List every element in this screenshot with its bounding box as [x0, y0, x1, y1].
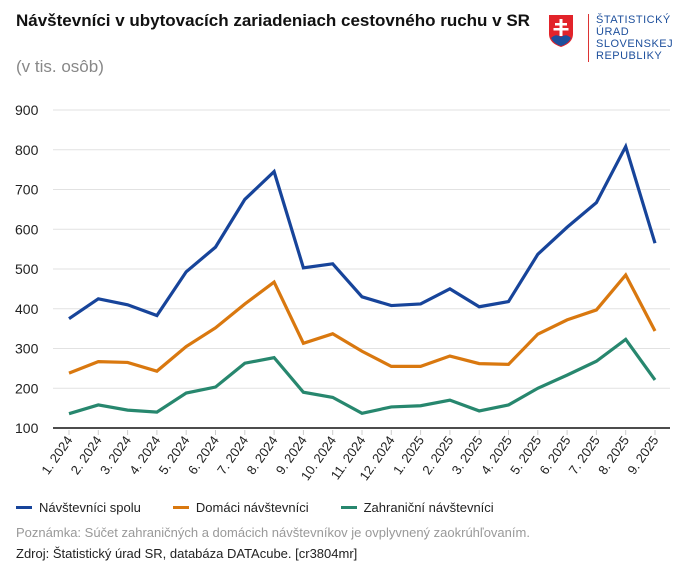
- series-line: [68, 272, 657, 375]
- legend-item: Zahraniční návštevníci: [340, 500, 494, 515]
- legend-swatch: [340, 506, 357, 509]
- y-tick-label: 700: [15, 182, 39, 198]
- y-tick-label: 600: [15, 221, 39, 237]
- legend-item: Domáci návštevníci: [172, 500, 309, 515]
- y-tick-label: 300: [15, 341, 39, 357]
- logo: ŠTATISTICKÝ ÚRAD SLOVENSKEJ REPUBLIKY: [548, 14, 673, 62]
- logo-line: SLOVENSKEJ: [596, 38, 674, 50]
- legend-item: Návštevníci spolu: [16, 500, 141, 515]
- coat-of-arms-icon: [549, 15, 573, 47]
- note: Poznámka: Súčet zahraničných a domácich …: [16, 525, 530, 540]
- logo-line: ŠTATISTICKÝ: [596, 14, 671, 26]
- logo-line: REPUBLIKY: [596, 50, 663, 62]
- y-tick-label: 100: [15, 420, 39, 436]
- y-tick-label: 400: [15, 301, 39, 317]
- series-line: [68, 142, 657, 321]
- legend-label: Domáci návštevníci: [195, 500, 309, 515]
- y-tick-label: 200: [15, 380, 39, 396]
- source: Zdroj: Štatistický úrad SR, databáza DAT…: [16, 546, 358, 561]
- legend-label: Návštevníci spolu: [39, 500, 141, 515]
- legend: Návštevníci spolu Domáci návštevníci Zah…: [16, 500, 526, 515]
- chart-subtitle: (v tis. osôb): [16, 57, 104, 76]
- logo-line: ÚRAD: [596, 26, 630, 38]
- legend-swatch: [16, 506, 32, 509]
- y-tick-label: 800: [15, 142, 39, 158]
- x-tick-label: 9. 2025: [624, 433, 661, 477]
- y-tick-label: 500: [15, 261, 39, 277]
- legend-swatch: [172, 506, 189, 509]
- chart-title: Návštevníci v ubytovacích zariadeniach c…: [16, 11, 530, 30]
- legend-label: Zahraniční návštevníci: [363, 500, 494, 515]
- y-tick-label: 900: [15, 102, 39, 118]
- series-line: [68, 337, 657, 416]
